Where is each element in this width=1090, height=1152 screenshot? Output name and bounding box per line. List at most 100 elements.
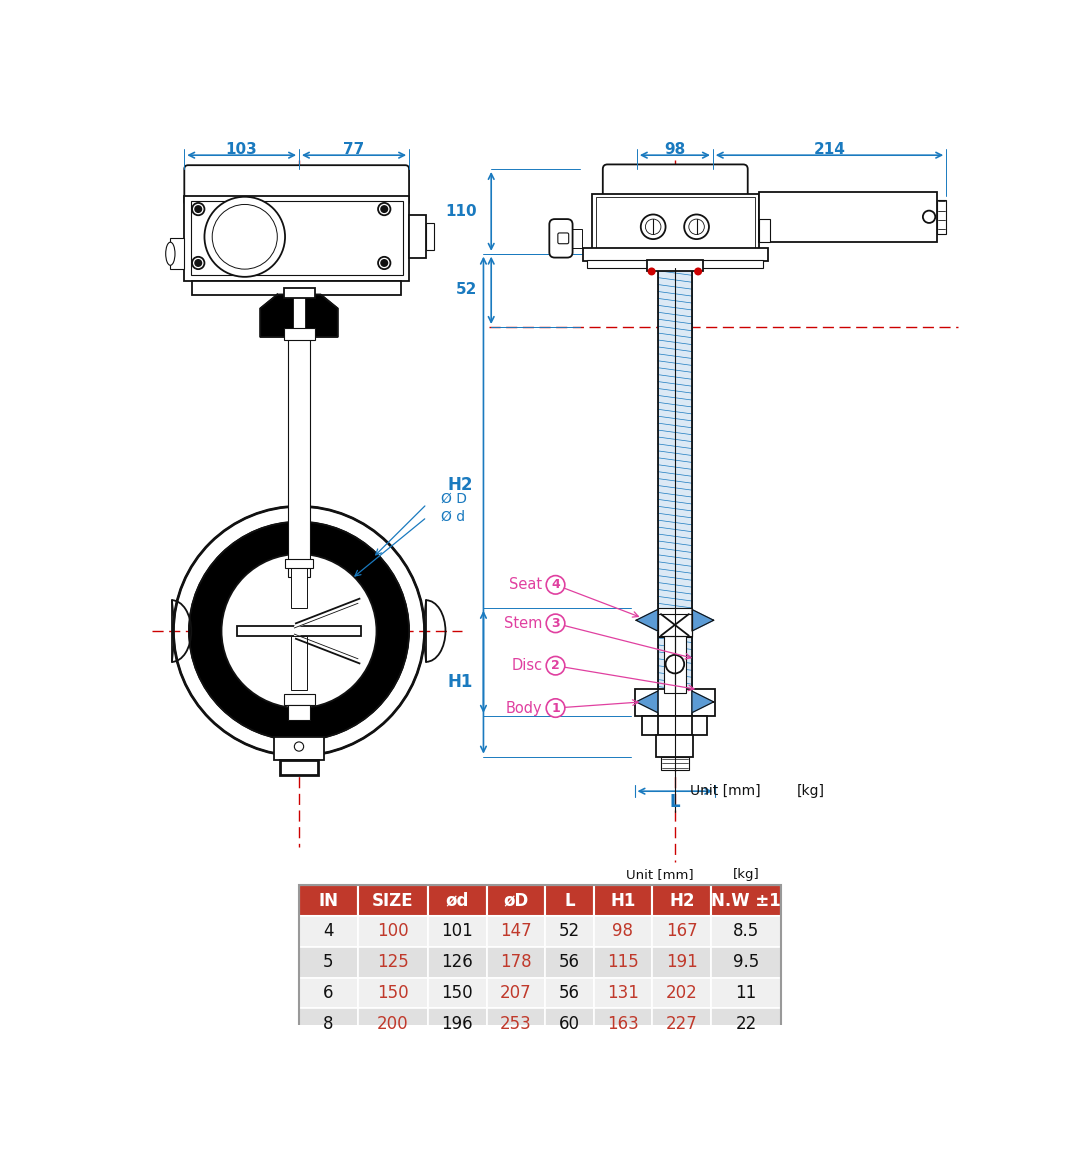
- Text: 191: 191: [666, 953, 698, 971]
- Circle shape: [546, 576, 565, 594]
- Bar: [593, 1008, 653, 1039]
- Bar: [486, 885, 545, 916]
- Bar: [653, 916, 712, 947]
- Ellipse shape: [166, 242, 175, 265]
- Text: Seat: Seat: [509, 577, 543, 592]
- Bar: [712, 947, 782, 978]
- Bar: [592, 194, 759, 253]
- Bar: [658, 267, 692, 750]
- Bar: [288, 336, 310, 577]
- Circle shape: [173, 506, 424, 756]
- Polygon shape: [637, 691, 658, 713]
- Bar: [658, 267, 692, 750]
- Bar: [545, 885, 593, 916]
- Text: 147: 147: [500, 923, 532, 940]
- Text: øD: øD: [504, 892, 529, 910]
- Text: L: L: [669, 793, 680, 811]
- Circle shape: [382, 206, 387, 212]
- Circle shape: [378, 203, 390, 215]
- Text: 60: 60: [559, 1015, 580, 1032]
- Circle shape: [641, 214, 666, 240]
- Text: 196: 196: [441, 1015, 473, 1032]
- Bar: [712, 916, 782, 947]
- Circle shape: [923, 211, 935, 223]
- Text: 8.5: 8.5: [734, 923, 760, 940]
- Bar: [358, 885, 427, 916]
- Bar: [653, 1008, 712, 1039]
- Text: SIZE: SIZE: [372, 892, 413, 910]
- Bar: [237, 626, 361, 636]
- Circle shape: [546, 699, 565, 718]
- Bar: [170, 238, 184, 270]
- Bar: [427, 1008, 486, 1039]
- Text: Unit [mm]: Unit [mm]: [627, 867, 694, 881]
- Text: Disc: Disc: [511, 658, 543, 673]
- Circle shape: [205, 197, 286, 276]
- Bar: [299, 885, 782, 1039]
- Bar: [191, 202, 403, 274]
- Circle shape: [666, 654, 685, 674]
- Text: 178: 178: [500, 953, 532, 971]
- Bar: [593, 947, 653, 978]
- Bar: [358, 916, 427, 947]
- Bar: [593, 978, 653, 1008]
- Text: ød: ød: [446, 892, 469, 910]
- Text: 3: 3: [552, 616, 560, 630]
- Circle shape: [689, 219, 704, 235]
- Text: Ø D: Ø D: [440, 492, 467, 506]
- Text: 8: 8: [324, 1015, 334, 1032]
- Text: 101: 101: [441, 923, 473, 940]
- Circle shape: [546, 657, 565, 675]
- Text: 150: 150: [377, 984, 409, 1002]
- Bar: [759, 192, 936, 242]
- Bar: [288, 705, 310, 720]
- Bar: [280, 759, 317, 775]
- Text: Stem: Stem: [504, 616, 543, 631]
- Text: 202: 202: [666, 984, 698, 1002]
- Text: 11: 11: [736, 984, 756, 1002]
- Bar: [486, 916, 545, 947]
- Bar: [283, 288, 315, 297]
- Bar: [545, 978, 593, 1008]
- Bar: [291, 562, 306, 608]
- Bar: [593, 916, 653, 947]
- Bar: [275, 736, 324, 759]
- Bar: [299, 947, 358, 978]
- Polygon shape: [637, 609, 658, 631]
- Bar: [596, 197, 754, 251]
- Text: [kg]: [kg]: [732, 867, 760, 881]
- Circle shape: [645, 219, 661, 235]
- Bar: [545, 1008, 593, 1039]
- Bar: [427, 978, 486, 1008]
- Text: 1: 1: [552, 702, 560, 714]
- Bar: [426, 223, 434, 250]
- Bar: [593, 885, 653, 916]
- Text: 167: 167: [666, 923, 698, 940]
- Text: 227: 227: [666, 1015, 698, 1032]
- Bar: [647, 260, 703, 271]
- Circle shape: [294, 742, 304, 751]
- Text: 4: 4: [552, 578, 560, 591]
- Bar: [712, 885, 782, 916]
- Circle shape: [649, 268, 655, 274]
- Bar: [583, 248, 767, 262]
- Text: 9.5: 9.5: [734, 953, 760, 971]
- Text: 77: 77: [343, 143, 365, 158]
- Bar: [486, 947, 545, 978]
- Text: 98: 98: [664, 143, 686, 158]
- Text: H1: H1: [447, 673, 473, 691]
- Bar: [299, 916, 358, 947]
- Bar: [299, 1008, 358, 1039]
- FancyBboxPatch shape: [549, 219, 572, 258]
- Circle shape: [546, 614, 565, 632]
- Bar: [653, 978, 712, 1008]
- Text: 253: 253: [500, 1015, 532, 1032]
- Text: 200: 200: [377, 1015, 409, 1032]
- Polygon shape: [294, 634, 360, 664]
- FancyBboxPatch shape: [558, 233, 569, 244]
- Text: 214: 214: [813, 143, 846, 158]
- Bar: [358, 1008, 427, 1039]
- Circle shape: [195, 206, 202, 212]
- Bar: [653, 947, 712, 978]
- Text: H2: H2: [447, 476, 473, 494]
